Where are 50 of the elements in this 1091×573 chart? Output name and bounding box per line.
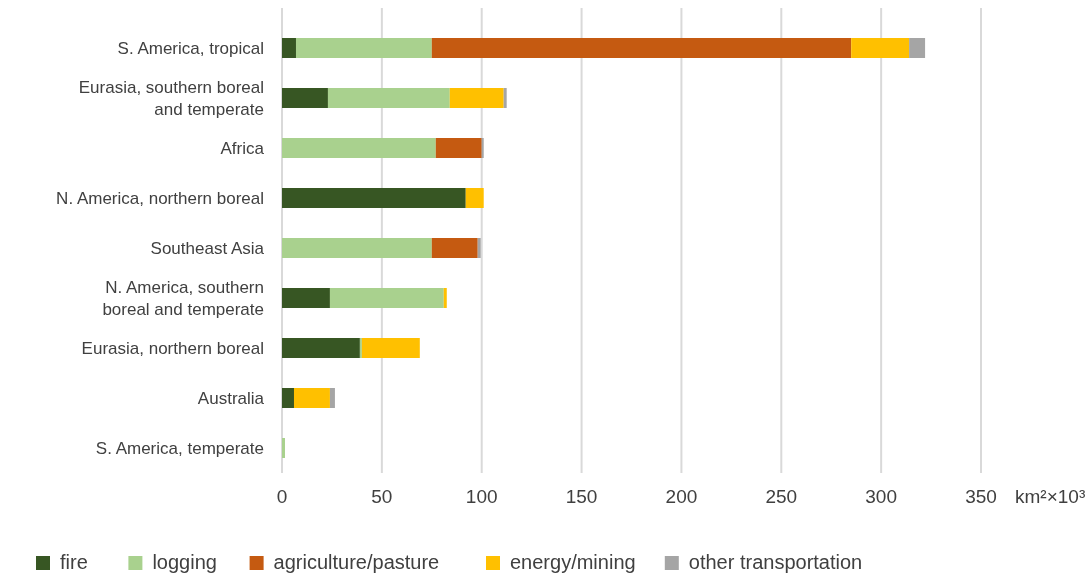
bar <box>477 238 481 258</box>
x-tick-label: 150 <box>565 486 598 507</box>
x-tick-label: 300 <box>865 486 897 507</box>
bar <box>481 138 484 158</box>
bar <box>909 38 926 58</box>
bar <box>361 338 420 358</box>
y-tick-label: Eurasia, southern boreal and temperate <box>78 78 264 119</box>
bar <box>282 288 330 308</box>
legend-label: logging <box>152 551 217 573</box>
x-axis-title: km²×10³ <box>1015 486 1086 507</box>
legend-label: fire <box>60 551 88 573</box>
bar <box>282 88 328 108</box>
y-tick-label: Africa <box>220 139 265 158</box>
bar <box>359 338 362 358</box>
x-tick-label: 250 <box>765 486 798 507</box>
y-tick-label: S. America, temperate <box>95 439 264 458</box>
y-tick-label: S. America, tropical <box>117 39 264 58</box>
bar <box>282 188 466 208</box>
bar <box>282 438 285 458</box>
bar <box>465 188 484 208</box>
bar <box>449 88 504 108</box>
bar <box>327 88 450 108</box>
bar <box>851 38 910 58</box>
bar <box>282 388 294 408</box>
legend-label: energy/mining <box>510 551 636 573</box>
bar <box>329 388 335 408</box>
bar <box>293 388 330 408</box>
legend-label: agriculture/pasture <box>273 551 440 573</box>
bar <box>282 338 360 358</box>
x-tick-label: 0 <box>276 486 288 507</box>
bar <box>431 238 478 258</box>
legend-label: other transportation <box>688 551 863 573</box>
x-tick-label: 100 <box>465 486 498 507</box>
y-tick-label: Australia <box>197 389 265 408</box>
y-tick-label: N. America, southern boreal and temperate <box>102 278 264 319</box>
y-tick-label: N. America, northern boreal <box>56 189 264 208</box>
bar <box>435 138 482 158</box>
bar <box>282 238 432 258</box>
y-tick-label: Eurasia, northern boreal <box>81 339 264 358</box>
x-tick-label: 350 <box>965 486 997 507</box>
bar <box>329 288 444 308</box>
bar <box>503 88 507 108</box>
bar <box>443 288 447 308</box>
y-tick-label: Southeast Asia <box>150 239 265 258</box>
bar <box>282 38 296 58</box>
bar <box>431 38 852 58</box>
bar <box>295 38 432 58</box>
x-tick-label: 50 <box>371 486 393 507</box>
x-tick-label: 200 <box>665 486 698 507</box>
bar <box>282 138 436 158</box>
